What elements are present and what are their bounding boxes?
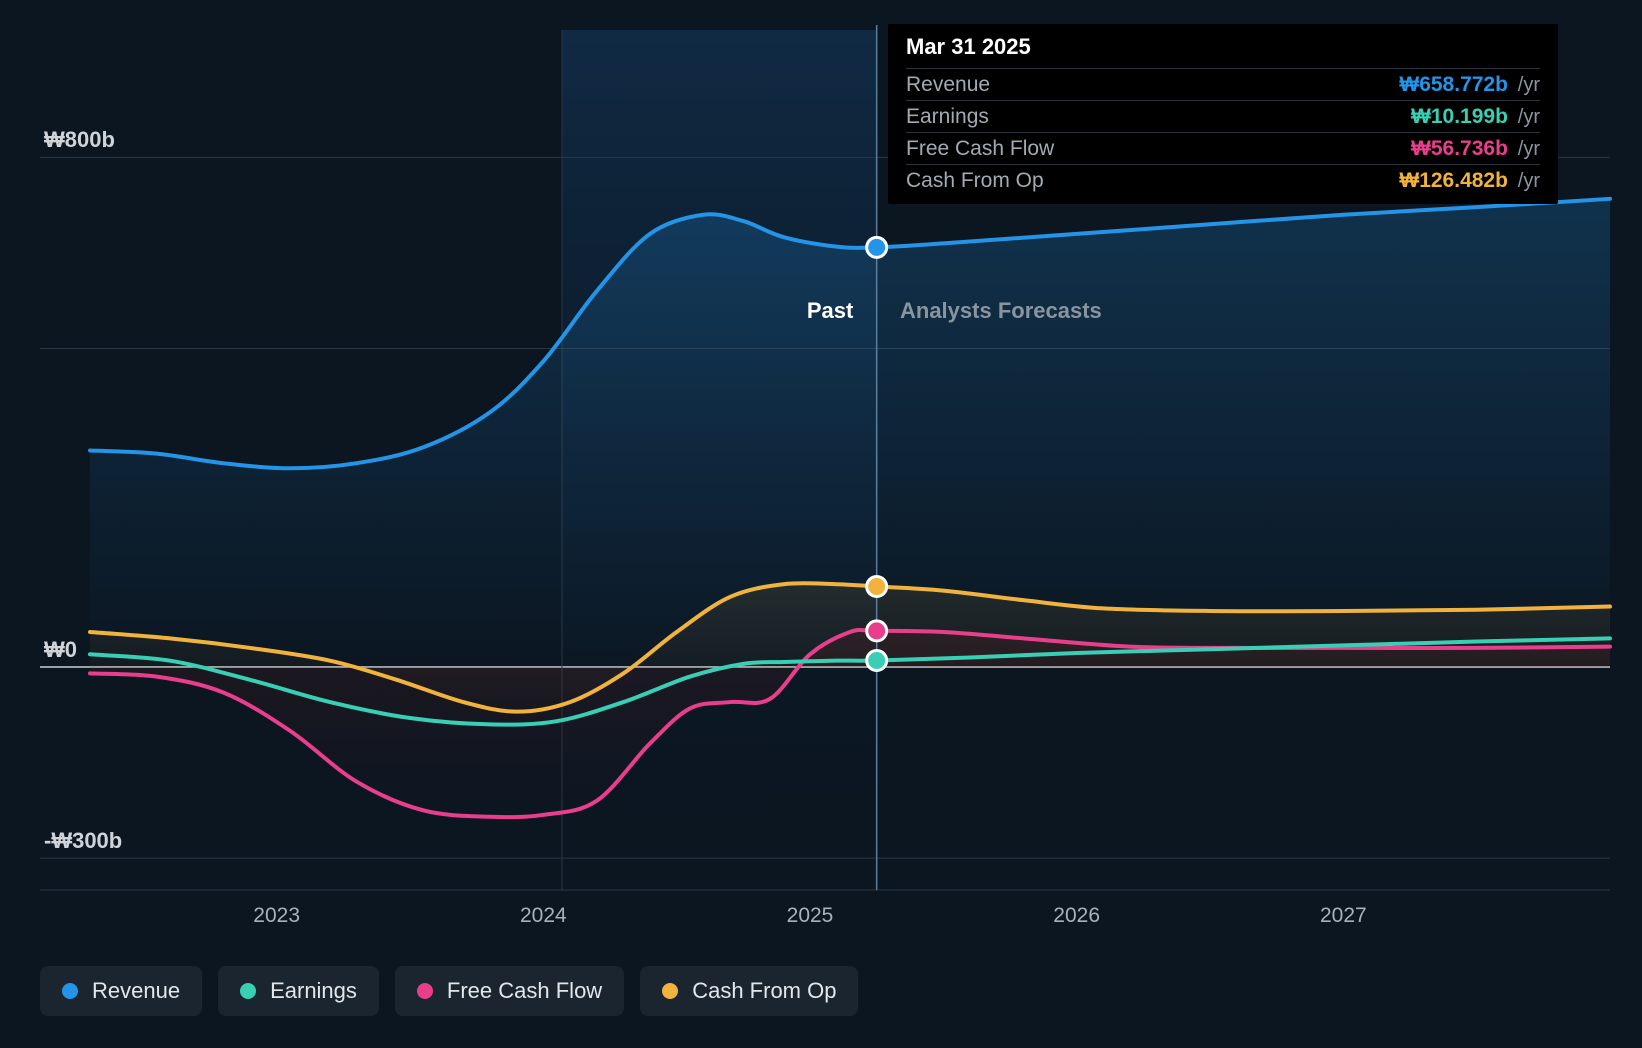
x-tick-label: 2026: [1053, 904, 1100, 928]
legend-item-revenue[interactable]: Revenue: [40, 966, 202, 1016]
tooltip-value: ₩126.482b: [1399, 169, 1508, 192]
legend-dot-icon: [240, 983, 256, 999]
forecast-label: Analysts Forecasts: [900, 298, 1102, 324]
chart-legend: Revenue Earnings Free Cash Flow Cash Fro…: [40, 966, 858, 1016]
tooltip-row-earnings: Earnings ₩10.199b /yr: [906, 100, 1540, 132]
legend-dot-icon: [417, 983, 433, 999]
y-tick-label: ₩800b: [44, 127, 115, 153]
legend-label: Free Cash Flow: [447, 978, 602, 1004]
legend-label: Cash From Op: [692, 978, 836, 1004]
financials-chart: -₩300b ₩0 ₩800b 2023 2024 2025 2026 2027…: [0, 0, 1642, 1048]
tooltip-unit: /yr: [1518, 74, 1540, 96]
legend-dot-icon: [662, 983, 678, 999]
tooltip-date: Mar 31 2025: [906, 34, 1540, 68]
tooltip-unit: /yr: [1518, 106, 1540, 128]
x-tick-label: 2027: [1320, 904, 1367, 928]
tooltip-metric: Revenue: [906, 73, 990, 97]
past-label: Past: [807, 298, 853, 324]
y-tick-label: ₩0: [44, 637, 77, 663]
tooltip-metric: Earnings: [906, 105, 989, 129]
tooltip-row-revenue: Revenue ₩658.772b /yr: [906, 68, 1540, 100]
legend-item-free-cash-flow[interactable]: Free Cash Flow: [395, 966, 624, 1016]
legend-item-earnings[interactable]: Earnings: [218, 966, 379, 1016]
y-tick-label: -₩300b: [44, 828, 122, 854]
tooltip-row-cfo: Cash From Op ₩126.482b /yr: [906, 164, 1540, 196]
tooltip-metric: Cash From Op: [906, 169, 1044, 193]
tooltip-unit: /yr: [1518, 170, 1540, 192]
chart-tooltip: Mar 31 2025 Revenue ₩658.772b /yr Earnin…: [888, 24, 1558, 204]
tooltip-value: ₩10.199b: [1411, 105, 1508, 128]
tooltip-value: ₩56.736b: [1411, 137, 1508, 160]
legend-item-cash-from-op[interactable]: Cash From Op: [640, 966, 858, 1016]
legend-label: Revenue: [92, 978, 180, 1004]
tooltip-row-fcf: Free Cash Flow ₩56.736b /yr: [906, 132, 1540, 164]
tooltip-metric: Free Cash Flow: [906, 137, 1054, 161]
tooltip-unit: /yr: [1518, 138, 1540, 160]
legend-label: Earnings: [270, 978, 357, 1004]
x-tick-label: 2025: [787, 904, 834, 928]
legend-dot-icon: [62, 983, 78, 999]
x-tick-label: 2024: [520, 904, 567, 928]
tooltip-value: ₩658.772b: [1399, 73, 1508, 96]
x-tick-label: 2023: [253, 904, 300, 928]
